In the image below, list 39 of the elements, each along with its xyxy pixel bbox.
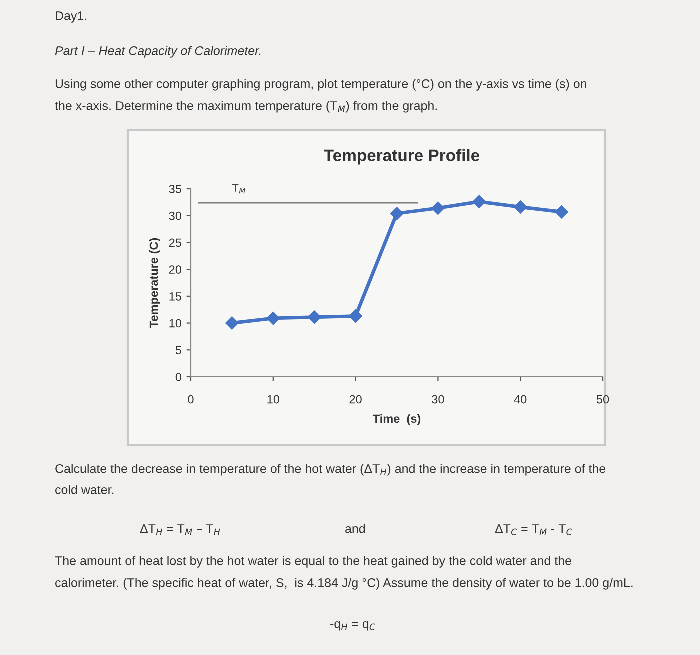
- text: The amount of heat lost by the hot water is equal to the heat gained by the cold water and the: [55, 556, 572, 568]
- text: Calculate the decrease in temperature of the hot water (ΔT$_{H}$) and the increase in temperature of the: [56, 464, 606, 476]
- text: ΔT$_{C}$ = T$_{M}$ - T$_{C}$: [495, 524, 572, 536]
- y-tick-label: 25: [169, 238, 182, 248]
- y-tick-label: 0: [176, 373, 182, 382]
- text: Day1.: [56, 12, 87, 23]
- text: and: [346, 524, 366, 534]
- x-tick-label: 0: [188, 395, 194, 404]
- point: [472, 195, 486, 208]
- y-tick-label: 10: [170, 319, 182, 328]
- point: [514, 200, 528, 214]
- x-tick-label: 30: [432, 395, 444, 404]
- point: [390, 207, 404, 220]
- text: -q$_{H}$ = q$_{C}$: [330, 621, 376, 631]
- point: [266, 312, 280, 326]
- point: [555, 206, 568, 219]
- x-axis-title: Time (s): [372, 414, 421, 426]
- x-tick-label: 40: [514, 395, 527, 404]
- ref-line-label: T$_{M}$: [232, 184, 246, 194]
- text: Part I – Heat Capacity of Calorimeter.: [55, 46, 261, 58]
- text: cold water.: [56, 485, 114, 494]
- point: [308, 310, 322, 324]
- y-tick-label: 5: [176, 346, 182, 355]
- x-tick-label: 20: [350, 395, 362, 404]
- x-tick-label: 50: [596, 395, 610, 404]
- text: Using some other computer graphing program, plot temperature (°C) on the y-axis vs time (s) on: [56, 79, 586, 91]
- y-tick-label: 20: [169, 266, 182, 274]
- text: the x-axis. Determine the maximum temperature (T$_{M}$) from the graph.: [55, 101, 437, 113]
- text: calorimeter. (The specific heat of water, S, is 4.184 J/g °C) Assume the density of water to be 1.00 g/mL.: [56, 578, 633, 590]
- y-tick-label: 35: [169, 185, 182, 194]
- y-tick-label: 15: [170, 292, 182, 301]
- chart-title: Temperature Profile: [324, 149, 480, 165]
- point: [432, 202, 445, 215]
- point: [226, 316, 239, 330]
- y-tick-label: 30: [169, 212, 182, 220]
- y-axis-title: Temperature (C): [150, 238, 161, 328]
- point: [349, 310, 362, 323]
- x-tick-label: 10: [268, 395, 280, 404]
- text: ΔT$_{H}$ = T$_{M}$ – T$_{H}$: [140, 524, 220, 536]
